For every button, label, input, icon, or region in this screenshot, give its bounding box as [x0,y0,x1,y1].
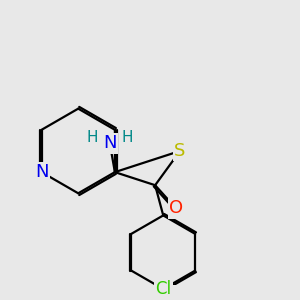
Text: N: N [35,163,48,181]
Text: Cl: Cl [155,280,171,298]
Text: N: N [103,134,116,152]
Text: S: S [174,142,186,160]
Text: O: O [169,200,183,217]
Text: H: H [122,130,133,145]
Text: H: H [86,130,98,145]
